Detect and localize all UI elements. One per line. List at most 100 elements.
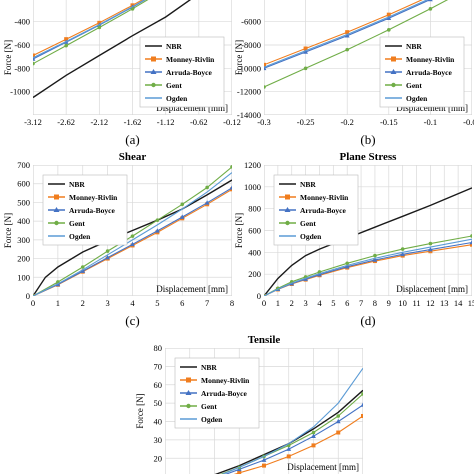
x-tick-label: -1.62 [124,117,142,127]
y-tick-label: 700 [17,160,30,170]
x-tick-label: 1 [56,298,60,308]
data-point [264,85,266,89]
data-point [311,433,316,438]
chart-panel-a: -3.12 -2.62 -2.12 -1.62 -1.12 -0.62 -0.12 -1000… [3,0,241,147]
panel-label: (a) [125,132,139,147]
x-tick-label: -0.2 [340,117,353,127]
chart-panel-b: -0.3 -0.25 -0.2 -0.15 -0.1 -0.05 -14000 -12000 -… [234,0,474,147]
data-point [130,7,135,11]
x-tick-label: -0.05 [463,117,474,127]
x-tick-label: 5 [155,298,159,308]
data-point [428,7,433,11]
data-point [335,418,341,424]
legend-label: NBR [300,180,316,189]
x-tick-label: 10 [398,298,407,308]
y-tick-label: 0 [257,291,261,301]
series-line [264,0,423,66]
data-point [344,33,350,38]
x-tick-label: 4 [317,298,322,308]
x-tick-label: -2.12 [90,117,108,127]
data-point [345,47,350,52]
data-point [303,49,308,54]
y-tick-label: 1000 [244,182,261,192]
y-tick-label: 20 [154,453,163,463]
y-tick-label: -10000 [237,63,261,73]
y-tick-label: 50 [154,398,163,408]
series-line [221,367,363,474]
y-tick-label: 80 [154,343,163,353]
y-tick-label: 60 [154,380,163,390]
x-tick-label: -0.3 [257,117,270,127]
y-tick-label: 200 [248,269,261,279]
x-tick-label: 1 [276,298,280,308]
series-line [33,0,149,65]
legend-label: NBR [406,42,422,51]
data-point [204,200,210,205]
legend-label: NBR [69,180,85,189]
y-tick-label: 30 [154,435,163,445]
data-point [303,46,308,51]
y-tick-label: 500 [17,197,30,207]
x-axis-label: Displacement [mm] [396,284,468,294]
data-point [286,454,291,459]
data-point [130,241,135,247]
y-tick-label: 400 [17,216,30,226]
data-point [470,234,472,238]
x-tick-label: 2 [81,298,85,308]
data-point [264,65,267,71]
y-axis-label: Force [N] [3,40,13,75]
x-tick-label: 0 [31,298,35,308]
series-line [264,0,431,69]
legend-label: Ogden [201,415,223,424]
data-point [262,463,266,468]
x-axis-label: Displacement [mm] [156,284,228,294]
legend-label: Gent [300,219,316,228]
y-tick-label: -8000 [241,40,261,50]
data-point [345,30,350,35]
x-tick-label: -0.25 [297,117,315,127]
data-point [64,37,69,42]
x-tick-label: 14 [454,298,463,308]
x-tick-label: -0.12 [223,117,241,127]
legend-label: Gent [201,402,217,411]
legend-label: Gent [166,81,182,90]
legend-label: Monney-Rivlin [201,376,250,385]
x-tick-label: -0.15 [380,117,398,127]
y-axis-label: Force [N] [3,213,13,248]
legend-label: Gent [69,219,85,228]
data-point [360,402,363,407]
legend-label: Arruda-Boyce [406,68,452,77]
x-tick-label: 4 [130,298,135,308]
x-tick-label: 8 [230,298,234,308]
y-tick-label: 40 [154,417,163,427]
legend-label: Arruda-Boyce [300,206,346,215]
data-point [372,257,378,262]
y-tick-label: 600 [17,179,30,189]
data-point [237,470,242,474]
legend-label: Ogden [300,232,322,241]
y-tick-label: -14000 [237,110,261,120]
legend-label: Gent [406,81,422,90]
legend-label: Ogden [166,94,188,103]
panel-label: (d) [360,313,375,328]
y-tick-label: 600 [248,226,261,236]
data-point [261,457,267,462]
x-tick-label: -1.12 [157,117,175,127]
y-tick-label: -600 [14,40,30,50]
x-tick-label: -2.62 [57,117,75,127]
series-line [33,0,146,59]
y-tick-label: -800 [14,63,30,73]
data-point [361,413,363,418]
data-point [400,247,405,251]
y-tick-label: -6000 [241,17,261,27]
x-tick-label: 6 [345,298,349,308]
legend-label: Ogden [69,232,91,241]
legend: NBR Monney-Rivlin Arruda-Boyce Gent Ogden [139,36,225,108]
x-axis-label: Displacement [mm] [287,462,359,472]
y-tick-label: 800 [248,204,261,214]
data-point [470,242,472,247]
legend-label: Monney-Rivlin [166,55,215,64]
data-point [387,28,391,32]
x-tick-label: 3 [303,298,307,308]
